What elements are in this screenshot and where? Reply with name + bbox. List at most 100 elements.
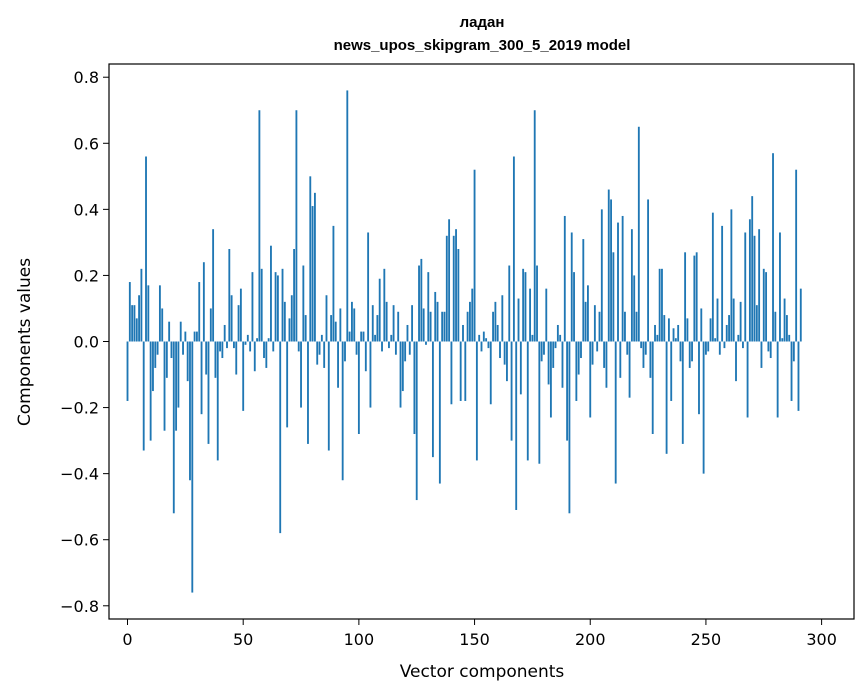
x-axis-ticks: 0 50 100 150 200 250 300 (122, 619, 837, 649)
bar-169 (517, 298, 520, 342)
bar-245 (693, 255, 696, 342)
bar-177 (536, 265, 538, 342)
y-tick-label: 0.6 (74, 134, 99, 153)
bar-24 (182, 341, 184, 355)
bar-236 (672, 328, 675, 342)
bar-290 (797, 341, 800, 411)
bar-11 (152, 341, 154, 392)
bar-146 (464, 341, 467, 401)
bar-216 (626, 341, 629, 355)
bar-165 (508, 265, 511, 342)
bar-54 (251, 272, 254, 342)
bar-87 (327, 341, 330, 451)
bar-156 (487, 341, 490, 349)
bar-70 (288, 318, 291, 342)
bar-287 (790, 341, 793, 401)
bar-210 (612, 252, 615, 342)
bar-171 (522, 268, 525, 342)
bar-95 (346, 90, 349, 342)
bar-184 (552, 341, 555, 368)
bar-96 (348, 331, 351, 342)
bar-33 (202, 262, 205, 342)
bar-29 (193, 331, 196, 342)
bar-111 (383, 268, 386, 342)
bar-63 (272, 341, 275, 352)
bar-65 (276, 275, 279, 342)
bar-114 (390, 334, 393, 342)
bar-119 (401, 341, 404, 392)
bar-113 (388, 341, 390, 349)
bar-261 (730, 209, 733, 342)
bar-205 (600, 209, 603, 342)
bar-8 (145, 156, 147, 342)
bar-227 (651, 341, 654, 434)
bar-211 (614, 341, 617, 484)
bar-226 (649, 341, 652, 378)
bar-109 (378, 278, 381, 342)
bar-153 (480, 341, 483, 352)
bar-221 (637, 126, 640, 342)
bar-69 (286, 341, 289, 428)
bar-182 (547, 341, 550, 385)
bar-209 (610, 199, 612, 342)
bar-83 (318, 341, 321, 355)
bar-124 (413, 341, 416, 434)
bar-45 (230, 295, 233, 342)
x-tick-label: 300 (806, 630, 837, 649)
bar-220 (635, 311, 638, 342)
bar-197 (582, 239, 585, 342)
bar-77 (304, 315, 307, 342)
bar-123 (411, 305, 414, 342)
bar-259 (725, 324, 728, 342)
bar-30 (195, 331, 198, 342)
bar-64 (274, 272, 277, 342)
bar-107 (374, 334, 376, 342)
bar-94 (344, 341, 346, 362)
bar-231 (661, 268, 663, 342)
bar-2 (131, 305, 134, 342)
bar-37 (212, 229, 215, 342)
bar-10 (149, 341, 152, 441)
bar-229 (656, 334, 659, 342)
x-tick-label: 200 (575, 630, 606, 649)
bar-195 (577, 341, 580, 375)
bar-39 (216, 341, 219, 461)
x-tick-label: 100 (344, 630, 375, 649)
y-tick-label: −0.2 (60, 399, 99, 418)
bar-237 (674, 338, 677, 342)
bar-172 (524, 272, 527, 342)
bar-78 (307, 341, 309, 444)
bar-34 (205, 341, 208, 375)
bar-183 (549, 341, 552, 418)
bar-150 (473, 169, 476, 342)
bar-138 (445, 235, 448, 342)
bar-281 (776, 341, 779, 418)
bar-120 (404, 341, 407, 362)
bar-40 (219, 341, 221, 352)
bar-41 (221, 341, 224, 359)
bar-230 (658, 268, 661, 342)
bar-110 (381, 341, 383, 352)
bar-91 (337, 341, 339, 388)
bar-203 (596, 341, 599, 352)
bar-115 (392, 305, 395, 342)
bar-240 (681, 341, 684, 444)
bar-158 (492, 311, 494, 342)
bar-134 (436, 301, 439, 342)
bar-206 (603, 341, 606, 368)
bar-100 (357, 341, 360, 434)
bar-204 (598, 311, 601, 342)
bar-139 (448, 219, 451, 342)
bar-263 (735, 341, 737, 382)
bar-181 (545, 288, 548, 342)
bar-202 (593, 305, 596, 342)
bar-242 (686, 318, 689, 342)
bar-147 (466, 311, 469, 342)
bar-247 (698, 341, 700, 415)
bar-127 (420, 258, 423, 342)
bar-235 (670, 341, 673, 401)
bar-145 (462, 324, 464, 342)
bar-81 (313, 192, 316, 342)
bar-118 (399, 341, 402, 408)
bar-187 (559, 334, 562, 342)
